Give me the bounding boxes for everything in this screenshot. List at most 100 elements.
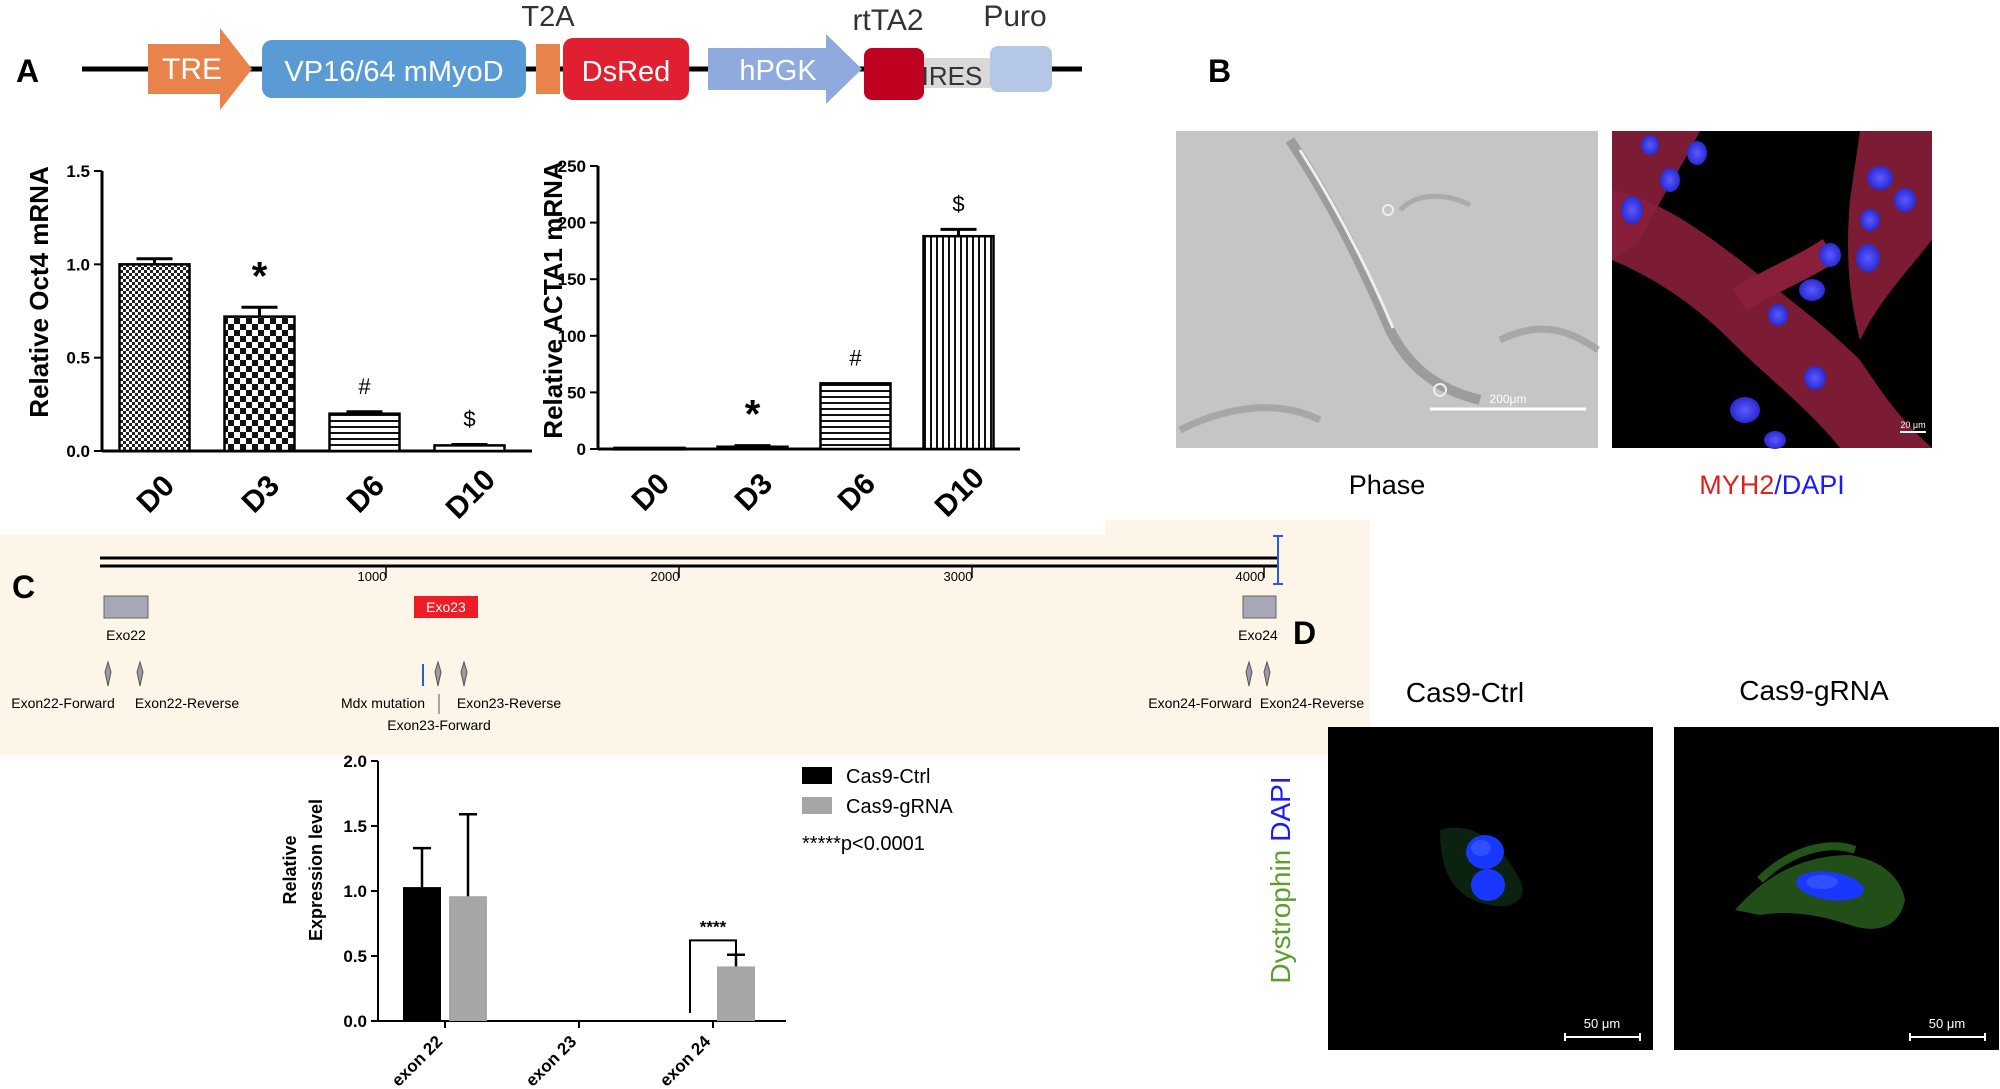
acta1-x-tick-label: D6: [832, 467, 882, 517]
acta1-y-tick-label: 250: [558, 157, 586, 176]
significance-bracket: [689, 939, 737, 1013]
mmyod-label: VP16/64 mMyoD: [284, 56, 503, 88]
acta1-x-tick-label: D0: [626, 467, 676, 517]
gene-map: 1000 2000 3000 4000 Exo22 Exo23 Exo24 Exon2…: [0, 520, 1370, 755]
myh2-caption-red: MYH2: [1699, 470, 1774, 500]
legend-label-grna: Cas9-gRNA: [846, 796, 953, 818]
primer-exon24-forward: Exon24-Forward: [1148, 695, 1252, 711]
exon23-box: [414, 596, 478, 618]
expression-y-tick-label: 0.5: [343, 947, 367, 966]
dsred-box: [563, 38, 689, 100]
acta1-significance-mark: *: [745, 393, 761, 437]
expression-chart: Relative Expression level 0.0 0.5 1.0 1.5 2.…: [280, 752, 786, 1089]
oct4-y-tick-label: 0.5: [66, 349, 90, 368]
panel-label-d: D: [1293, 615, 1316, 651]
primer-exon24-reverse: Exon24-Reverse: [1260, 695, 1364, 711]
oct4-bar: [223, 315, 296, 453]
myh2-caption-blue: DAPI: [1782, 470, 1845, 500]
expression-legend: Cas9-Ctrl Cas9-gRNA *****p<0.0001: [802, 766, 953, 855]
acta1-y-tick-label: 200: [558, 214, 586, 233]
exon24-box: [1242, 595, 1277, 619]
hpgk-arrow: [708, 34, 862, 104]
dystrophin-label: Dystrophin: [1265, 850, 1296, 984]
legend-significance-note: *****p<0.0001: [802, 833, 925, 855]
acta1-x-tick-label: D10: [929, 461, 991, 523]
panel-label-a: A: [16, 53, 39, 89]
expression-y-tick-label: 0.0: [343, 1012, 367, 1031]
ctrl-fluorescence-image: 50 μm: [1328, 727, 1653, 1050]
acta1-y-tick-label: 0: [577, 440, 586, 459]
tre-arrow: [148, 28, 252, 110]
significance-stars: ****: [700, 917, 727, 936]
exon24-label: Exo24: [1238, 627, 1278, 643]
primer-exon22-reverse: Exon22-Reverse: [135, 695, 239, 711]
expression-y-tick-label: 2.0: [343, 752, 367, 771]
exon22-label: Exo22: [106, 627, 146, 643]
rtta2-box: [864, 48, 924, 100]
expression-y-label-line2: Expression level: [306, 799, 326, 941]
acta1-chart: Relative ACTA1 mRNA 0 50 100 150 200 250 D0 * D3…: [538, 157, 1020, 523]
panel-label-c: C: [12, 569, 35, 605]
expression-y-label-line1: Relative: [280, 835, 300, 904]
gene-map-background: [0, 520, 1370, 755]
panel-label-b: B: [1208, 53, 1231, 89]
primer-exon22-forward: Exon22-Forward: [11, 695, 115, 711]
ires-box: [924, 58, 990, 88]
grna-image-title: Cas9-gRNA: [1739, 675, 1889, 706]
grna-fluorescence-image: 50 μm: [1674, 727, 1999, 1050]
acta1-bar: [819, 382, 892, 451]
acta1-bar: [922, 234, 995, 451]
gene-map-tick-label: 2000: [651, 569, 680, 584]
t2a-box: [536, 44, 560, 94]
expression-bar: [403, 887, 441, 1021]
oct4-x-tick-label: D6: [341, 469, 391, 519]
rtta2-label: rtTA2: [852, 4, 923, 37]
oct4-significance-mark: #: [358, 374, 371, 399]
phase-image: 200μm: [1176, 131, 1601, 448]
primer-exon23-forward: Exon23-Forward: [387, 717, 491, 733]
t2a-label: T2A: [521, 1, 575, 33]
ctrl-image-title: Cas9-Ctrl: [1406, 677, 1524, 708]
expression-x-tick-label: exon 22: [388, 1032, 446, 1089]
oct4-x-tick-label: D3: [236, 469, 286, 519]
acta1-x-tick-label: D3: [729, 467, 779, 517]
oct4-y-tick-label: 1.5: [66, 162, 90, 181]
exon22-box: [103, 595, 149, 619]
myh2-image: 20 μm: [1612, 131, 1932, 449]
acta1-y-axis-label: Relative ACTA1 mRNA: [538, 161, 568, 439]
acta1-bar: [613, 446, 686, 451]
hpgk-label: hPGK: [739, 55, 817, 87]
myh2-caption-sep: /: [1774, 470, 1782, 500]
tre-label: TRE: [162, 53, 222, 86]
mmyod-box: [262, 40, 526, 98]
acta1-significance-mark: $: [952, 191, 964, 216]
gene-map-tick-label: 3000: [944, 569, 973, 584]
phase-caption: Phase: [1349, 470, 1426, 500]
primer-exon23-reverse: Exon23-Reverse: [457, 695, 561, 711]
oct4-x-tick-label: D0: [131, 469, 181, 519]
expression-bar: [717, 966, 755, 1021]
expression-y-tick-label: 1.0: [343, 882, 367, 901]
phase-scale-label: 200μm: [1490, 392, 1527, 406]
myh2-dapi-caption: MYH2/DAPI: [1699, 470, 1845, 500]
legend-label-ctrl: Cas9-Ctrl: [846, 766, 930, 788]
puro-label: Puro: [983, 0, 1046, 33]
dsred-label: DsRed: [582, 56, 671, 88]
grna-scale-label: 50 μm: [1929, 1016, 1965, 1031]
legend-swatch-ctrl: [802, 767, 832, 784]
oct4-significance-mark: $: [463, 406, 475, 431]
acta1-y-tick-label: 50: [567, 383, 586, 402]
expression-bar: [449, 896, 487, 1021]
acta1-significance-mark: #: [849, 345, 862, 370]
gene-map-tick-label: 1000: [358, 569, 387, 584]
primer-marks: [104, 660, 1271, 714]
expression-y-tick-label: 1.5: [343, 817, 367, 836]
oct4-significance-mark: *: [252, 254, 268, 298]
mdx-mutation-label: Mdx mutation: [341, 695, 425, 711]
construct-diagram: TRE VP16/64 mMyoD T2A DsRed hPGK rtTA2 I…: [82, 0, 1082, 110]
expression-x-tick-label: exon 23: [522, 1032, 580, 1089]
exon23-label: Exo23: [426, 599, 466, 615]
oct4-y-tick-label: 0.0: [66, 442, 90, 461]
dystrophin-dapi-label: Dystrophin DAPI: [1265, 776, 1296, 983]
